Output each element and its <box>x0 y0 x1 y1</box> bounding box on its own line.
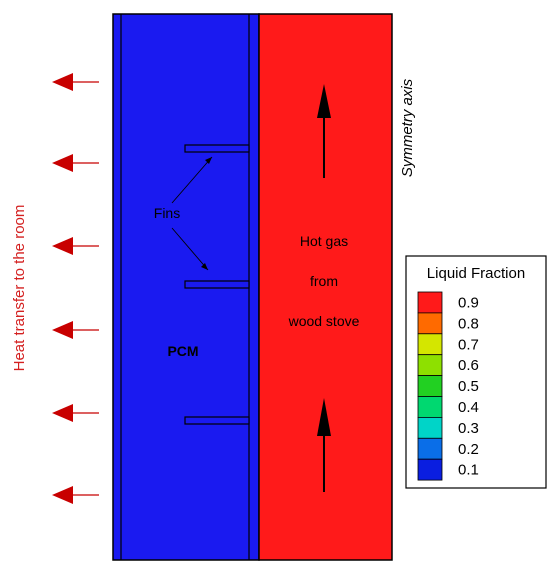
arrow-left-icon <box>52 237 99 255</box>
legend-swatch <box>417 291 443 314</box>
hot-gas-label-line1: Hot gas <box>300 233 348 249</box>
fins-leader-down <box>171 227 209 271</box>
symmetry-axis-label: Symmetry axis <box>399 78 416 177</box>
arrow-up-icon <box>317 398 331 492</box>
hot-gas-label-line2: from <box>310 273 338 289</box>
legend-swatch <box>417 416 443 439</box>
fin-middle <box>184 280 250 289</box>
fin-top <box>184 144 250 153</box>
legend-level-label: 0.3 <box>458 420 479 437</box>
fins-label: Fins <box>154 205 180 221</box>
legend-level-label: 0.1 <box>458 462 479 479</box>
heat-transfer-label: Heat transfer to the room <box>11 205 28 372</box>
legend-swatch <box>417 396 443 418</box>
arrow-left-icon <box>52 154 99 172</box>
hot-gas-label-line3: wood stove <box>288 313 360 329</box>
legend-swatch <box>417 437 443 460</box>
arrow-left-icon <box>52 404 99 422</box>
arrow-left-icon <box>52 321 99 339</box>
legend-level-label: 0.4 <box>458 399 479 416</box>
arrow-up-icon <box>317 84 331 178</box>
arrow-left-icon <box>52 486 99 504</box>
gas-region <box>258 13 393 561</box>
legend-swatch <box>417 458 443 481</box>
legend-title: Liquid Fraction <box>427 265 525 282</box>
legend-level-label: 0.2 <box>458 441 479 458</box>
legend-swatch <box>417 354 443 377</box>
arrow-left-icon <box>52 73 99 91</box>
fins-leader-up-head <box>205 157 212 164</box>
fins-leader-down-head <box>201 263 208 270</box>
liquid-fraction-legend: Liquid Fraction 0.9 0.8 0.7 0.6 0.5 0.4 0.3 0.2… <box>405 255 547 489</box>
fin-bottom <box>184 416 250 425</box>
legend-level-label: 0.8 <box>458 315 479 332</box>
legend-level-label: 0.6 <box>458 357 479 374</box>
pcm-label: PCM <box>167 343 198 359</box>
legend-swatch <box>417 375 443 397</box>
legend-level-label: 0.9 <box>458 294 479 311</box>
legend-swatch <box>417 312 443 335</box>
fins-leader-up <box>171 156 213 204</box>
legend-level-label: 0.7 <box>458 336 479 353</box>
legend-swatch <box>417 333 443 356</box>
legend-level-label: 0.5 <box>458 378 479 395</box>
